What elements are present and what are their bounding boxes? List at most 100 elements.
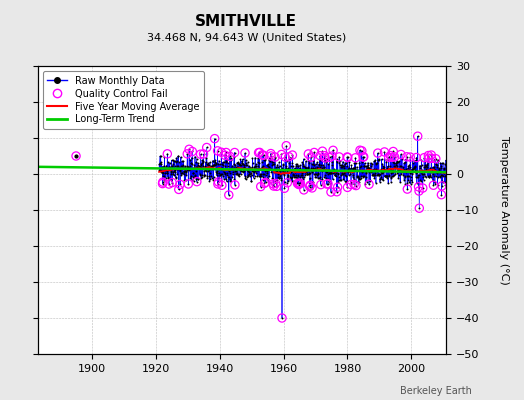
Point	[318, 148, 326, 154]
Point	[161, 170, 170, 176]
Point	[259, 152, 268, 158]
Point	[297, 177, 305, 183]
Point	[353, 164, 361, 170]
Point	[327, 189, 335, 195]
Point	[222, 149, 231, 156]
Point	[349, 174, 357, 180]
Point	[231, 182, 239, 188]
Point	[258, 171, 267, 178]
Point	[356, 175, 365, 181]
Point	[442, 162, 450, 169]
Point	[397, 171, 406, 177]
Point	[383, 175, 391, 181]
Point	[289, 162, 297, 169]
Point	[275, 174, 283, 181]
Point	[408, 166, 416, 172]
Point	[157, 169, 166, 175]
Point	[278, 166, 286, 173]
Point	[182, 172, 191, 178]
Point	[425, 174, 433, 180]
Point	[438, 183, 446, 189]
Point	[364, 164, 372, 170]
Point	[303, 171, 311, 178]
Point	[275, 175, 283, 182]
Point	[220, 159, 228, 166]
Point	[251, 154, 259, 161]
Point	[326, 170, 334, 176]
Point	[403, 186, 411, 192]
Point	[408, 170, 416, 177]
Point	[352, 178, 361, 184]
Point	[324, 180, 332, 187]
Point	[171, 169, 179, 176]
Point	[283, 173, 292, 179]
Point	[162, 170, 171, 176]
Point	[423, 173, 432, 179]
Point	[299, 163, 308, 169]
Point	[233, 172, 242, 178]
Point	[321, 155, 329, 161]
Point	[420, 154, 428, 161]
Point	[226, 170, 235, 176]
Point	[183, 164, 192, 170]
Point	[332, 156, 341, 162]
Point	[246, 164, 254, 171]
Point	[420, 173, 429, 180]
Point	[403, 165, 412, 172]
Point	[222, 158, 231, 164]
Point	[207, 163, 215, 169]
Point	[304, 151, 312, 157]
Point	[165, 176, 173, 182]
Point	[371, 156, 379, 163]
Point	[194, 163, 203, 170]
Point	[214, 160, 222, 167]
Point	[288, 160, 296, 166]
Point	[321, 175, 330, 182]
Point	[261, 179, 270, 186]
Point	[270, 166, 279, 172]
Point	[348, 165, 357, 172]
Point	[161, 176, 169, 183]
Point	[223, 172, 232, 178]
Point	[395, 172, 403, 178]
Point	[286, 155, 294, 162]
Point	[327, 168, 335, 174]
Point	[425, 173, 434, 179]
Point	[254, 150, 263, 156]
Point	[385, 166, 394, 172]
Point	[184, 165, 193, 172]
Point	[303, 170, 312, 177]
Point	[416, 163, 424, 169]
Point	[230, 154, 238, 160]
Point	[195, 164, 204, 170]
Point	[261, 171, 270, 178]
Point	[399, 167, 407, 173]
Point	[440, 168, 449, 175]
Point	[314, 161, 323, 168]
Point	[276, 168, 285, 174]
Point	[357, 167, 366, 173]
Point	[386, 166, 394, 172]
Point	[277, 151, 286, 158]
Point	[243, 161, 251, 168]
Point	[415, 205, 423, 211]
Point	[223, 170, 231, 176]
Point	[432, 169, 441, 176]
Point	[300, 162, 309, 169]
Point	[209, 177, 217, 183]
Point	[380, 173, 389, 180]
Point	[388, 168, 397, 175]
Point	[203, 162, 212, 168]
Point	[313, 159, 321, 166]
Point	[311, 161, 320, 167]
Point	[320, 166, 328, 172]
Point	[282, 164, 290, 171]
Point	[167, 157, 176, 163]
Point	[231, 162, 239, 168]
Point	[237, 168, 245, 174]
Point	[354, 175, 363, 182]
Point	[169, 158, 178, 164]
Point	[362, 168, 370, 175]
Point	[279, 161, 288, 167]
Point	[330, 169, 339, 175]
